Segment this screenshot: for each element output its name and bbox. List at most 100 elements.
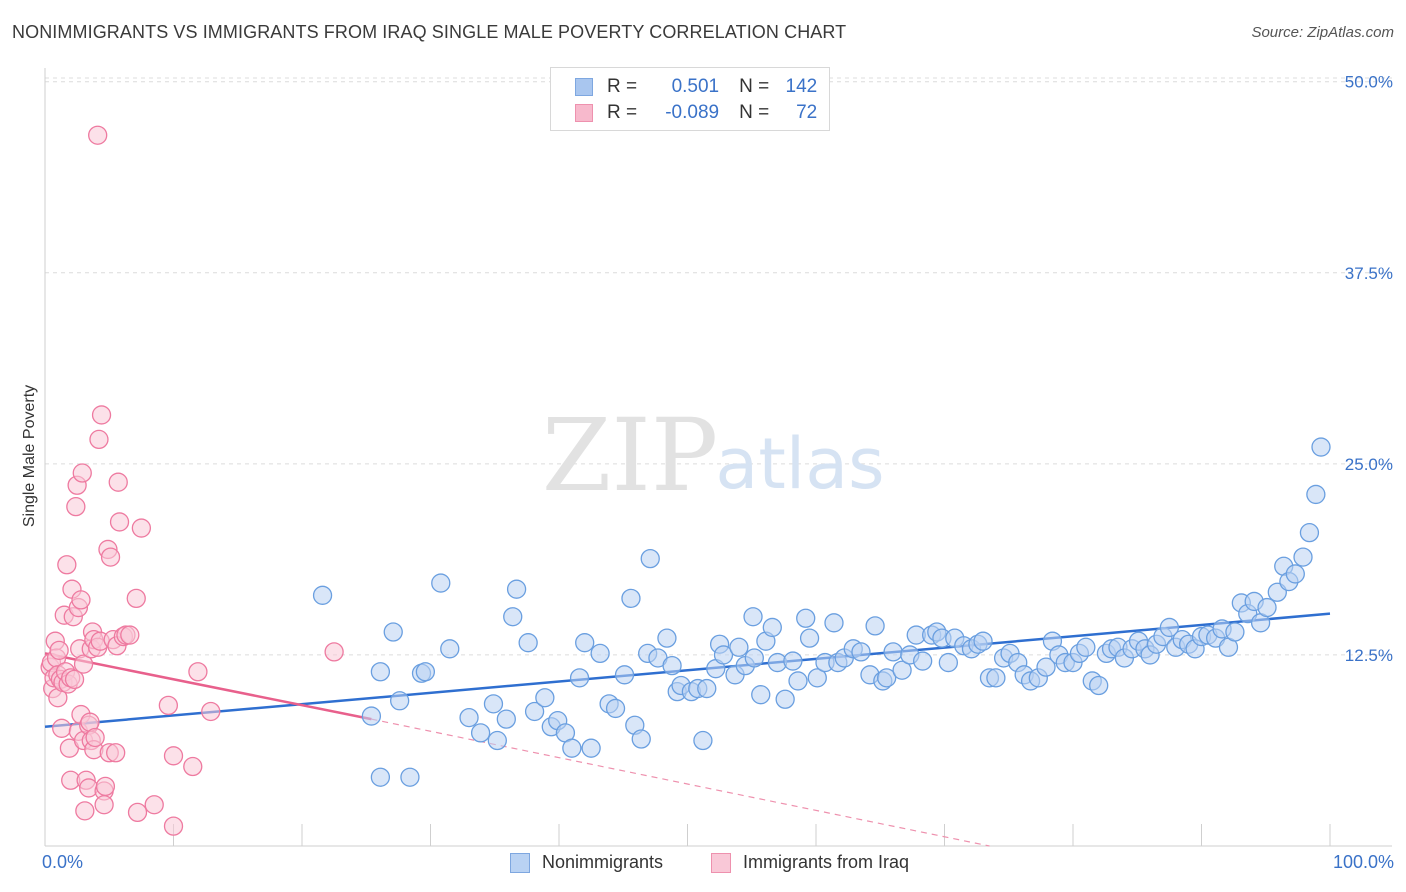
point-iraq bbox=[89, 429, 109, 450]
point-nonimmigrants bbox=[383, 622, 403, 642]
point-iraq bbox=[95, 776, 116, 797]
point-nonimmigrants bbox=[729, 637, 749, 657]
axis-layer bbox=[44, 68, 1392, 847]
point-iraq bbox=[106, 743, 126, 763]
point-nonimmigrants bbox=[614, 665, 635, 685]
legend-r-value: -0.089 bbox=[665, 102, 720, 123]
point-nonimmigrants bbox=[713, 645, 734, 665]
point-iraq bbox=[324, 642, 344, 662]
point-nonimmigrants bbox=[483, 694, 504, 714]
point-nonimmigrants bbox=[1076, 637, 1096, 657]
point-iraq bbox=[108, 472, 128, 492]
point-iraq bbox=[183, 756, 203, 777]
point-iraq bbox=[57, 555, 77, 575]
point-nonimmigrants bbox=[1225, 622, 1245, 642]
point-iraq bbox=[163, 746, 184, 766]
watermark-zip: ZIP bbox=[542, 397, 718, 514]
point-nonimmigrants bbox=[744, 648, 764, 668]
point-nonimmigrants bbox=[431, 573, 451, 593]
legend-n-label: N = bbox=[739, 76, 770, 97]
grid-layer bbox=[45, 77, 1392, 656]
point-nonimmigrants bbox=[518, 633, 538, 653]
point-nonimmigrants bbox=[865, 616, 885, 636]
point-nonimmigrants bbox=[370, 662, 391, 682]
point-iraq bbox=[201, 701, 221, 722]
point-iraq bbox=[120, 625, 140, 645]
point-iraq bbox=[88, 125, 108, 145]
point-nonimmigrants bbox=[751, 685, 771, 705]
bottom-legend-nonimmigrants: Nonimmigrants bbox=[510, 852, 663, 873]
point-nonimmigrants bbox=[1159, 617, 1180, 638]
point-nonimmigrants bbox=[775, 689, 795, 709]
source-label: Source: ZipAtlas.com bbox=[1251, 24, 1394, 41]
point-nonimmigrants bbox=[524, 701, 545, 722]
point-nonimmigrants bbox=[459, 707, 479, 728]
point-nonimmigrants bbox=[470, 723, 491, 743]
bottom-legend-iraq: Immigrants from Iraq bbox=[711, 852, 909, 873]
point-iraq bbox=[127, 802, 148, 823]
point-nonimmigrants bbox=[1285, 564, 1305, 584]
legend-r-label: R = bbox=[607, 102, 638, 123]
point-nonimmigrants bbox=[783, 651, 803, 671]
point-nonimmigrants bbox=[913, 651, 933, 671]
x-tick-label-max: 100.0% bbox=[1332, 852, 1394, 872]
legend-n-value: 142 bbox=[785, 76, 818, 97]
point-iraq bbox=[158, 695, 179, 716]
point-iraq bbox=[72, 463, 92, 483]
tick-labels: 12.5% 25.0% 37.5% 50.0% bbox=[1345, 73, 1393, 665]
point-nonimmigrants bbox=[506, 579, 527, 599]
point-nonimmigrants bbox=[569, 668, 590, 688]
trend-extension-iraq bbox=[371, 718, 990, 847]
point-iraq bbox=[91, 405, 112, 425]
point-nonimmigrants bbox=[440, 639, 460, 659]
legend-row-nonimmigrants: R = 0.501 N = 142 bbox=[575, 75, 817, 99]
y-tick-label: 12.5% bbox=[1345, 646, 1393, 665]
point-nonimmigrants bbox=[973, 631, 993, 651]
point-iraq bbox=[71, 590, 91, 610]
y-tick-label: 37.5% bbox=[1345, 264, 1393, 283]
point-nonimmigrants bbox=[877, 668, 897, 688]
point-nonimmigrants bbox=[762, 617, 782, 638]
points-layer bbox=[40, 125, 1331, 836]
y-tick-label: 25.0% bbox=[1345, 455, 1393, 474]
bottom-legend-label: Immigrants from Iraq bbox=[743, 852, 910, 872]
point-nonimmigrants bbox=[693, 730, 713, 751]
point-nonimmigrants bbox=[503, 607, 523, 627]
point-nonimmigrants bbox=[415, 662, 436, 682]
bottom-legend-swatch bbox=[711, 852, 731, 873]
point-nonimmigrants bbox=[807, 668, 827, 688]
point-iraq bbox=[126, 588, 146, 609]
bottom-legend-swatch bbox=[510, 852, 530, 873]
point-nonimmigrants bbox=[657, 628, 677, 648]
watermark-atlas: atlas bbox=[715, 423, 884, 505]
point-nonimmigrants bbox=[1306, 484, 1326, 505]
watermark: ZIP atlas bbox=[542, 397, 885, 514]
point-nonimmigrants bbox=[883, 642, 903, 662]
legend-swatch-nonimmigrants bbox=[575, 78, 593, 96]
legend-row-iraq: R = -0.089 N = 72 bbox=[575, 101, 817, 125]
point-nonimmigrants bbox=[370, 767, 391, 787]
y-tick-label: 50.0% bbox=[1345, 73, 1393, 92]
point-iraq bbox=[94, 795, 114, 815]
point-nonimmigrants bbox=[892, 660, 912, 680]
trend-line-nonimmigrants bbox=[44, 612, 1331, 729]
point-iraq bbox=[100, 547, 121, 567]
point-nonimmigrants bbox=[662, 655, 682, 676]
point-nonimmigrants bbox=[938, 652, 959, 673]
point-iraq bbox=[52, 718, 72, 738]
x-tick-label-min: 0.0% bbox=[42, 852, 84, 872]
correlation-legend: R = 0.501 N = 142 R = -0.089 N = 72 bbox=[550, 67, 830, 131]
point-nonimmigrants bbox=[361, 706, 382, 726]
legend-r-label: R = bbox=[607, 76, 638, 97]
point-nonimmigrants bbox=[631, 729, 651, 749]
point-nonimmigrants bbox=[1311, 437, 1331, 457]
point-nonimmigrants bbox=[799, 628, 820, 648]
point-nonimmigrants bbox=[621, 588, 641, 609]
point-nonimmigrants bbox=[487, 730, 507, 751]
legend-n-value: 72 bbox=[796, 102, 818, 123]
point-nonimmigrants bbox=[640, 548, 660, 569]
legend-n-label: N = bbox=[739, 102, 770, 123]
point-nonimmigrants bbox=[605, 698, 626, 719]
point-nonimmigrants bbox=[575, 633, 595, 653]
